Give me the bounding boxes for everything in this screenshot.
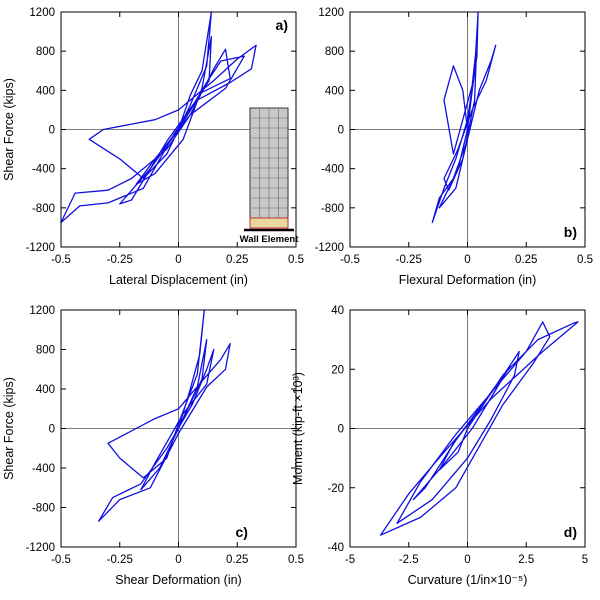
x-tick-label: -2.5 xyxy=(399,554,419,566)
x-tick-label: 2.5 xyxy=(518,554,534,566)
panel-b: -0.5 -0.25 0 0.25 0.5 -1200 -800 -400 0 400 800 120… xyxy=(315,7,593,287)
panel-label: b) xyxy=(564,224,577,240)
x-tick-label: 0.25 xyxy=(226,254,248,266)
y-tick-label: 1200 xyxy=(29,7,55,19)
y-tick-label: 0 xyxy=(338,125,344,137)
x-tick-label: 0.5 xyxy=(288,254,304,266)
x-tick-label: 0.25 xyxy=(515,254,537,266)
y-tick-label: -800 xyxy=(32,203,55,215)
y-tick-label: -800 xyxy=(32,503,55,515)
x-tick-label: 0 xyxy=(464,554,470,566)
wall-base-element xyxy=(249,217,289,229)
x-tick-label: 0.25 xyxy=(226,554,248,566)
y-tick-label: -400 xyxy=(32,164,55,176)
hysteresis-series-line xyxy=(379,321,579,536)
panel-c: -0.5 -0.25 0 0.25 0.5 -1200 -800 -400 0 400 800 120… xyxy=(2,305,304,587)
x-tick-label: 0.5 xyxy=(577,254,593,266)
y-tick-label: -400 xyxy=(321,164,344,176)
y-tick-label: 400 xyxy=(325,85,344,97)
y-tick-label: -1200 xyxy=(26,542,55,554)
wall-element-inset: Wall Element xyxy=(240,107,300,245)
x-tick-label: -0.25 xyxy=(107,254,133,266)
hysteresis-series-line xyxy=(60,11,257,224)
y-tick-label: -1200 xyxy=(315,242,344,254)
y-tick-label: 0 xyxy=(49,125,55,137)
panel-a: -0.5 -0.25 0 0.25 0.5 -1200 -800 -400 0 400 800 120… xyxy=(2,7,304,287)
panel-label: c) xyxy=(236,524,248,540)
panel-label: d) xyxy=(564,524,577,540)
y-axis-label: Shear Force (kips) xyxy=(2,78,16,181)
x-tick-label: 0 xyxy=(175,254,181,266)
x-tick-label: -0.5 xyxy=(340,254,360,266)
x-axis-label: Shear Deformation (in) xyxy=(115,573,241,587)
y-tick-label: 800 xyxy=(325,46,344,58)
y-tick-label: -800 xyxy=(321,203,344,215)
hysteresis-series-line xyxy=(97,309,231,522)
hysteresis-series-line xyxy=(431,11,497,224)
y-axis-label: Moment (kip-ft ×10³) xyxy=(291,372,305,485)
x-tick-label: -0.25 xyxy=(396,254,422,266)
y-tick-label: -1200 xyxy=(26,242,55,254)
x-axis-label: Curvature (1/in×10⁻⁵) xyxy=(408,573,528,587)
x-tick-label: 0 xyxy=(464,254,470,266)
y-tick-label: 400 xyxy=(36,384,55,396)
y-tick-label: 1200 xyxy=(29,305,55,317)
x-tick-label: 5 xyxy=(582,554,588,566)
x-tick-label: -0.25 xyxy=(107,554,133,566)
wall-element-label: Wall Element xyxy=(240,234,300,245)
x-axis-label: Lateral Displacement (in) xyxy=(109,273,248,287)
y-tick-label: 400 xyxy=(36,85,55,97)
x-tick-label: 0.5 xyxy=(288,554,304,566)
y-tick-label: -20 xyxy=(327,483,344,495)
y-tick-label: 0 xyxy=(338,424,344,436)
panel-label: a) xyxy=(276,17,288,33)
y-tick-label: 800 xyxy=(36,345,55,357)
x-tick-label: 0 xyxy=(175,554,181,566)
y-tick-label: 0 xyxy=(49,424,55,436)
y-tick-label: 1200 xyxy=(318,7,344,19)
panel-d: -5 -2.5 0 2.5 5 -40 -20 0 20 40 Curvature (1/in×10… xyxy=(291,305,588,587)
x-tick-label: -0.5 xyxy=(51,254,71,266)
x-axis-label: Flexural Deformation (in) xyxy=(399,273,537,287)
y-axis-label: Shear Force (kips) xyxy=(2,377,16,480)
x-tick-label: -5 xyxy=(345,554,355,566)
y-tick-label: -40 xyxy=(327,542,344,554)
y-tick-label: 20 xyxy=(331,364,344,376)
y-tick-label: 40 xyxy=(331,305,344,317)
x-tick-label: -0.5 xyxy=(51,554,71,566)
y-tick-label: -400 xyxy=(32,463,55,475)
y-tick-label: 800 xyxy=(36,46,55,58)
